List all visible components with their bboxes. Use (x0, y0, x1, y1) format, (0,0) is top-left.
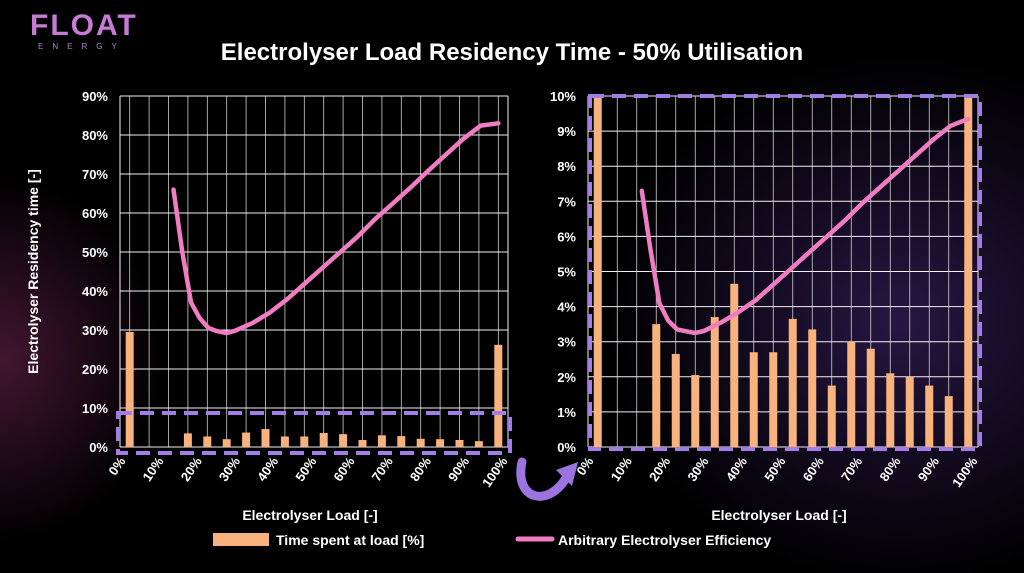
x-tick-label: 60% (330, 454, 357, 484)
y-tick-label: 60% (82, 206, 108, 221)
bar (769, 352, 778, 447)
x-tick-label: 30% (216, 454, 243, 484)
bar (964, 96, 973, 447)
y-tick-label: 7% (557, 194, 576, 209)
efficiency-line (639, 116, 971, 336)
y-tick-label: 3% (557, 335, 576, 350)
y-tick-label: 70% (82, 167, 108, 182)
y-tick-label: 10% (550, 89, 576, 104)
x-tick-label: 0% (105, 454, 128, 478)
efficiency-line (171, 121, 501, 336)
bar (730, 283, 739, 447)
bar (944, 396, 953, 447)
y-tick-label: 20% (82, 362, 108, 377)
bar (886, 373, 895, 447)
x-tick-label: 70% (838, 454, 865, 484)
bar (808, 329, 817, 447)
y-tick-label: 2% (557, 370, 576, 385)
x-tick-label: 100% (479, 454, 511, 490)
legend-bar-swatch (213, 533, 269, 546)
bar (358, 439, 367, 447)
y-axis-title: Electrolyser Residency time [-] (25, 169, 41, 374)
x-tick-label: 70% (369, 454, 396, 484)
bar (593, 96, 602, 447)
bar (300, 436, 309, 447)
y-tick-label: 9% (557, 124, 576, 139)
y-tick-label: 10% (82, 401, 108, 416)
x-tick-label: 80% (876, 454, 903, 484)
x-tick-label: 20% (646, 454, 673, 484)
bar (494, 344, 503, 447)
y-tick-label: 4% (557, 300, 576, 315)
bar (242, 432, 251, 447)
bar (827, 385, 836, 447)
bar (222, 439, 231, 447)
legend-line-label: Arbitrary Electrolyser Efficiency (558, 532, 771, 548)
y-tick-label: 6% (557, 229, 576, 244)
zoom-arrow-head (556, 462, 578, 486)
x-tick-label: 60% (800, 454, 827, 484)
bar (280, 436, 289, 447)
bar (788, 318, 797, 447)
bar (455, 439, 464, 447)
x-tick-label: 50% (761, 454, 788, 484)
y-tick-label: 80% (82, 128, 108, 143)
bar (436, 439, 445, 447)
bar (652, 324, 661, 447)
y-tick-label: 8% (557, 159, 576, 174)
x-tick-label: 40% (254, 454, 281, 484)
page-title: Electrolyser Load Residency Time - 50% U… (220, 39, 804, 66)
bar (474, 441, 483, 447)
y-tick-label: 50% (82, 245, 108, 260)
x-tick-label: 80% (407, 454, 434, 484)
bar (710, 317, 719, 447)
zoom-arrow (516, 457, 571, 501)
bar (377, 435, 386, 447)
y-tick-label: 30% (82, 323, 108, 338)
logo-wordmark: FLOAT (30, 9, 138, 42)
logo-subtitle: ENERGY (38, 42, 126, 51)
x-tick-label: 90% (915, 454, 942, 484)
x-tick-label: 20% (178, 454, 205, 484)
x-tick-label: 30% (684, 454, 711, 484)
bar (397, 436, 406, 447)
x-tick-label: 100% (949, 454, 981, 490)
x-axis-title: Electrolyser Load [-] (242, 507, 377, 523)
bar (671, 353, 680, 447)
y-tick-label: 5% (557, 265, 576, 280)
bar (749, 352, 758, 447)
y-tick-label: 0% (89, 440, 108, 455)
chart-1: 0% 10% 20% 30% 40% 50% 60% 70% 80% 90% 0% 10% 20% 30%… (25, 89, 511, 523)
bar (925, 385, 934, 447)
x-tick-label: 50% (292, 454, 319, 484)
bar (339, 434, 348, 447)
bar (691, 375, 700, 447)
x-tick-label: 10% (608, 454, 635, 484)
y-tick-label: 0% (557, 440, 576, 455)
bar (183, 433, 192, 447)
y-tick-label: 1% (557, 405, 576, 420)
x-tick-label: 40% (723, 454, 750, 484)
zoomed-chart-box (588, 94, 982, 451)
x-axis-title: Electrolyser Load [-] (711, 507, 846, 523)
bar (416, 438, 425, 447)
zoom-region-box (116, 411, 512, 455)
bar (261, 429, 270, 447)
chart-2: 0%1%2%3%4%5%6%7%8%9%10%0% 10% 20% 30% 40% 50%… (550, 89, 981, 523)
x-tick-label: 90% (445, 454, 472, 484)
bar (125, 331, 134, 447)
bar (203, 436, 212, 447)
legend-bar-label: Time spent at load [%] (276, 532, 424, 548)
y-tick-label: 40% (82, 284, 108, 299)
x-tick-label: 10% (139, 454, 166, 484)
bar (866, 348, 875, 447)
y-tick-label: 90% (82, 89, 108, 104)
bar (905, 376, 914, 447)
bar (847, 341, 856, 447)
float-energy-logo: FLOAT ENERGY (30, 10, 160, 54)
bar (319, 432, 328, 447)
